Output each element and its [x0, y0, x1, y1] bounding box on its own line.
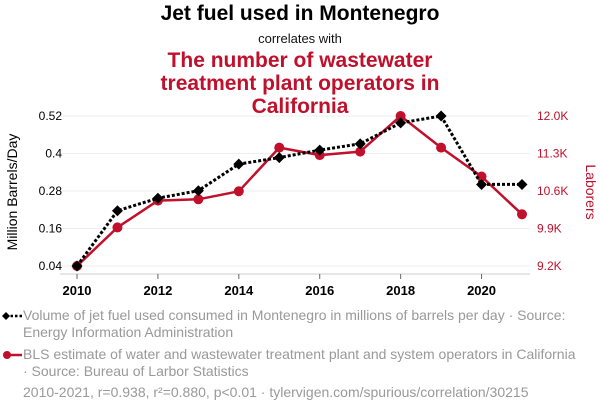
right-tick-label: 9.9K — [537, 222, 562, 236]
data-point-operators — [436, 142, 447, 153]
left-axis-label: Million Barrels/Day — [4, 134, 20, 251]
right-axis-label: Laborers — [583, 164, 599, 219]
chart-title-secondary: The number of wastewater treatment plant… — [0, 49, 600, 118]
right-tick-label: 10.6K — [537, 184, 568, 198]
data-point-jet-fuel — [273, 152, 285, 164]
chart-title-secondary-text: The number of wastewater treatment plant… — [160, 49, 440, 118]
gridlines — [60, 115, 530, 267]
legend-key-dotted-diamond-icon — [2, 312, 22, 320]
data-point-operators — [355, 146, 366, 157]
series-line-operators — [76, 114, 523, 267]
data-point-jet-fuel — [435, 110, 447, 122]
data-point-operators — [193, 194, 204, 205]
x-tick-label: 2018 — [386, 283, 415, 298]
series-layer — [71, 110, 528, 272]
data-point-jet-fuel — [233, 158, 245, 170]
chart-subtitle: correlates with — [258, 31, 342, 46]
right-tick-label: 9.2K — [537, 259, 562, 273]
legend-text-operators: BLS estimate of water and wastewater tre… — [23, 346, 576, 379]
legend-text-jet-fuel: Volume of jet fuel used consumed in Mont… — [23, 307, 566, 340]
left-tick-label: 0.52 — [39, 109, 63, 123]
left-tick-label: 0.4 — [45, 147, 62, 161]
data-point-operators — [395, 111, 406, 121]
data-point-jet-fuel — [192, 185, 204, 197]
data-point-jet-fuel — [71, 260, 83, 272]
footer-stats: 2010-2021, r=0.938, r²=0.880, p<0.01 · t… — [23, 384, 529, 400]
series-line-jet-fuel — [75, 114, 522, 267]
x-tick-label: 2012 — [143, 283, 172, 298]
right-tick-label: 12.0K — [537, 109, 568, 123]
data-point-operators — [274, 142, 285, 153]
left-tick-label: 0.28 — [39, 184, 63, 198]
data-point-operators — [233, 186, 244, 197]
axes: 0.04 0.16 0.28 0.4 0.52 9.2K 9.9K 10.6K 11.3K 12.… — [39, 109, 569, 298]
x-tick-label: 2014 — [224, 283, 254, 298]
left-tick-label: 0.04 — [39, 259, 63, 273]
x-tick-label: 2020 — [467, 283, 496, 298]
data-point-jet-fuel — [395, 117, 407, 129]
legend-key-line-circle-icon — [3, 351, 22, 359]
data-point-jet-fuel — [476, 178, 488, 190]
data-point-jet-fuel — [314, 144, 326, 156]
data-point-operators — [476, 171, 487, 182]
data-point-jet-fuel — [152, 192, 164, 204]
data-point-operators — [517, 209, 527, 220]
x-tick-label: 2016 — [305, 283, 334, 298]
right-tick-label: 11.3K — [537, 147, 567, 161]
data-point-jet-fuel — [111, 205, 123, 217]
chart-title: Jet fuel used in Montenegro — [160, 2, 440, 25]
data-point-operators — [112, 222, 123, 233]
left-tick-label: 0.16 — [39, 222, 63, 236]
x-tick-label: 2010 — [63, 283, 92, 298]
data-point-jet-fuel — [354, 138, 366, 150]
data-point-jet-fuel — [516, 178, 528, 190]
